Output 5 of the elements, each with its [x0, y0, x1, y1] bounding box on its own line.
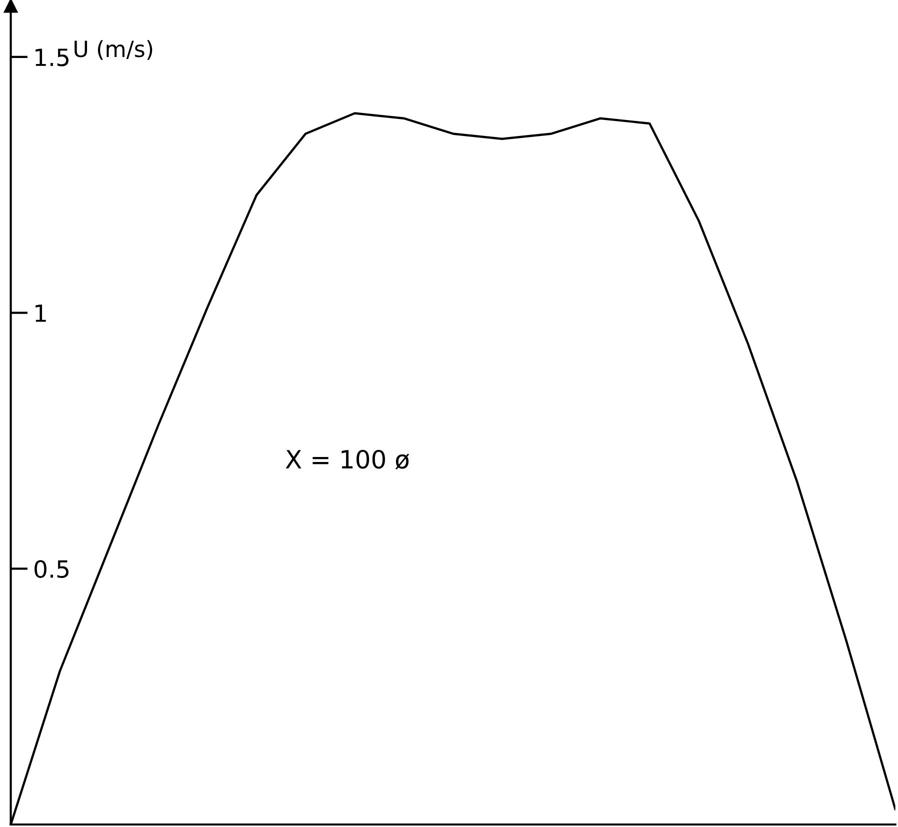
- annotation: X = 100 ø: [286, 450, 410, 470]
- y-tick-label: 1: [36, 304, 46, 322]
- y-axis-title: U (m/s): [74, 40, 152, 60]
- y-tick-label: 0.5: [34, 560, 68, 578]
- y-tick-label: 1.5: [36, 48, 68, 66]
